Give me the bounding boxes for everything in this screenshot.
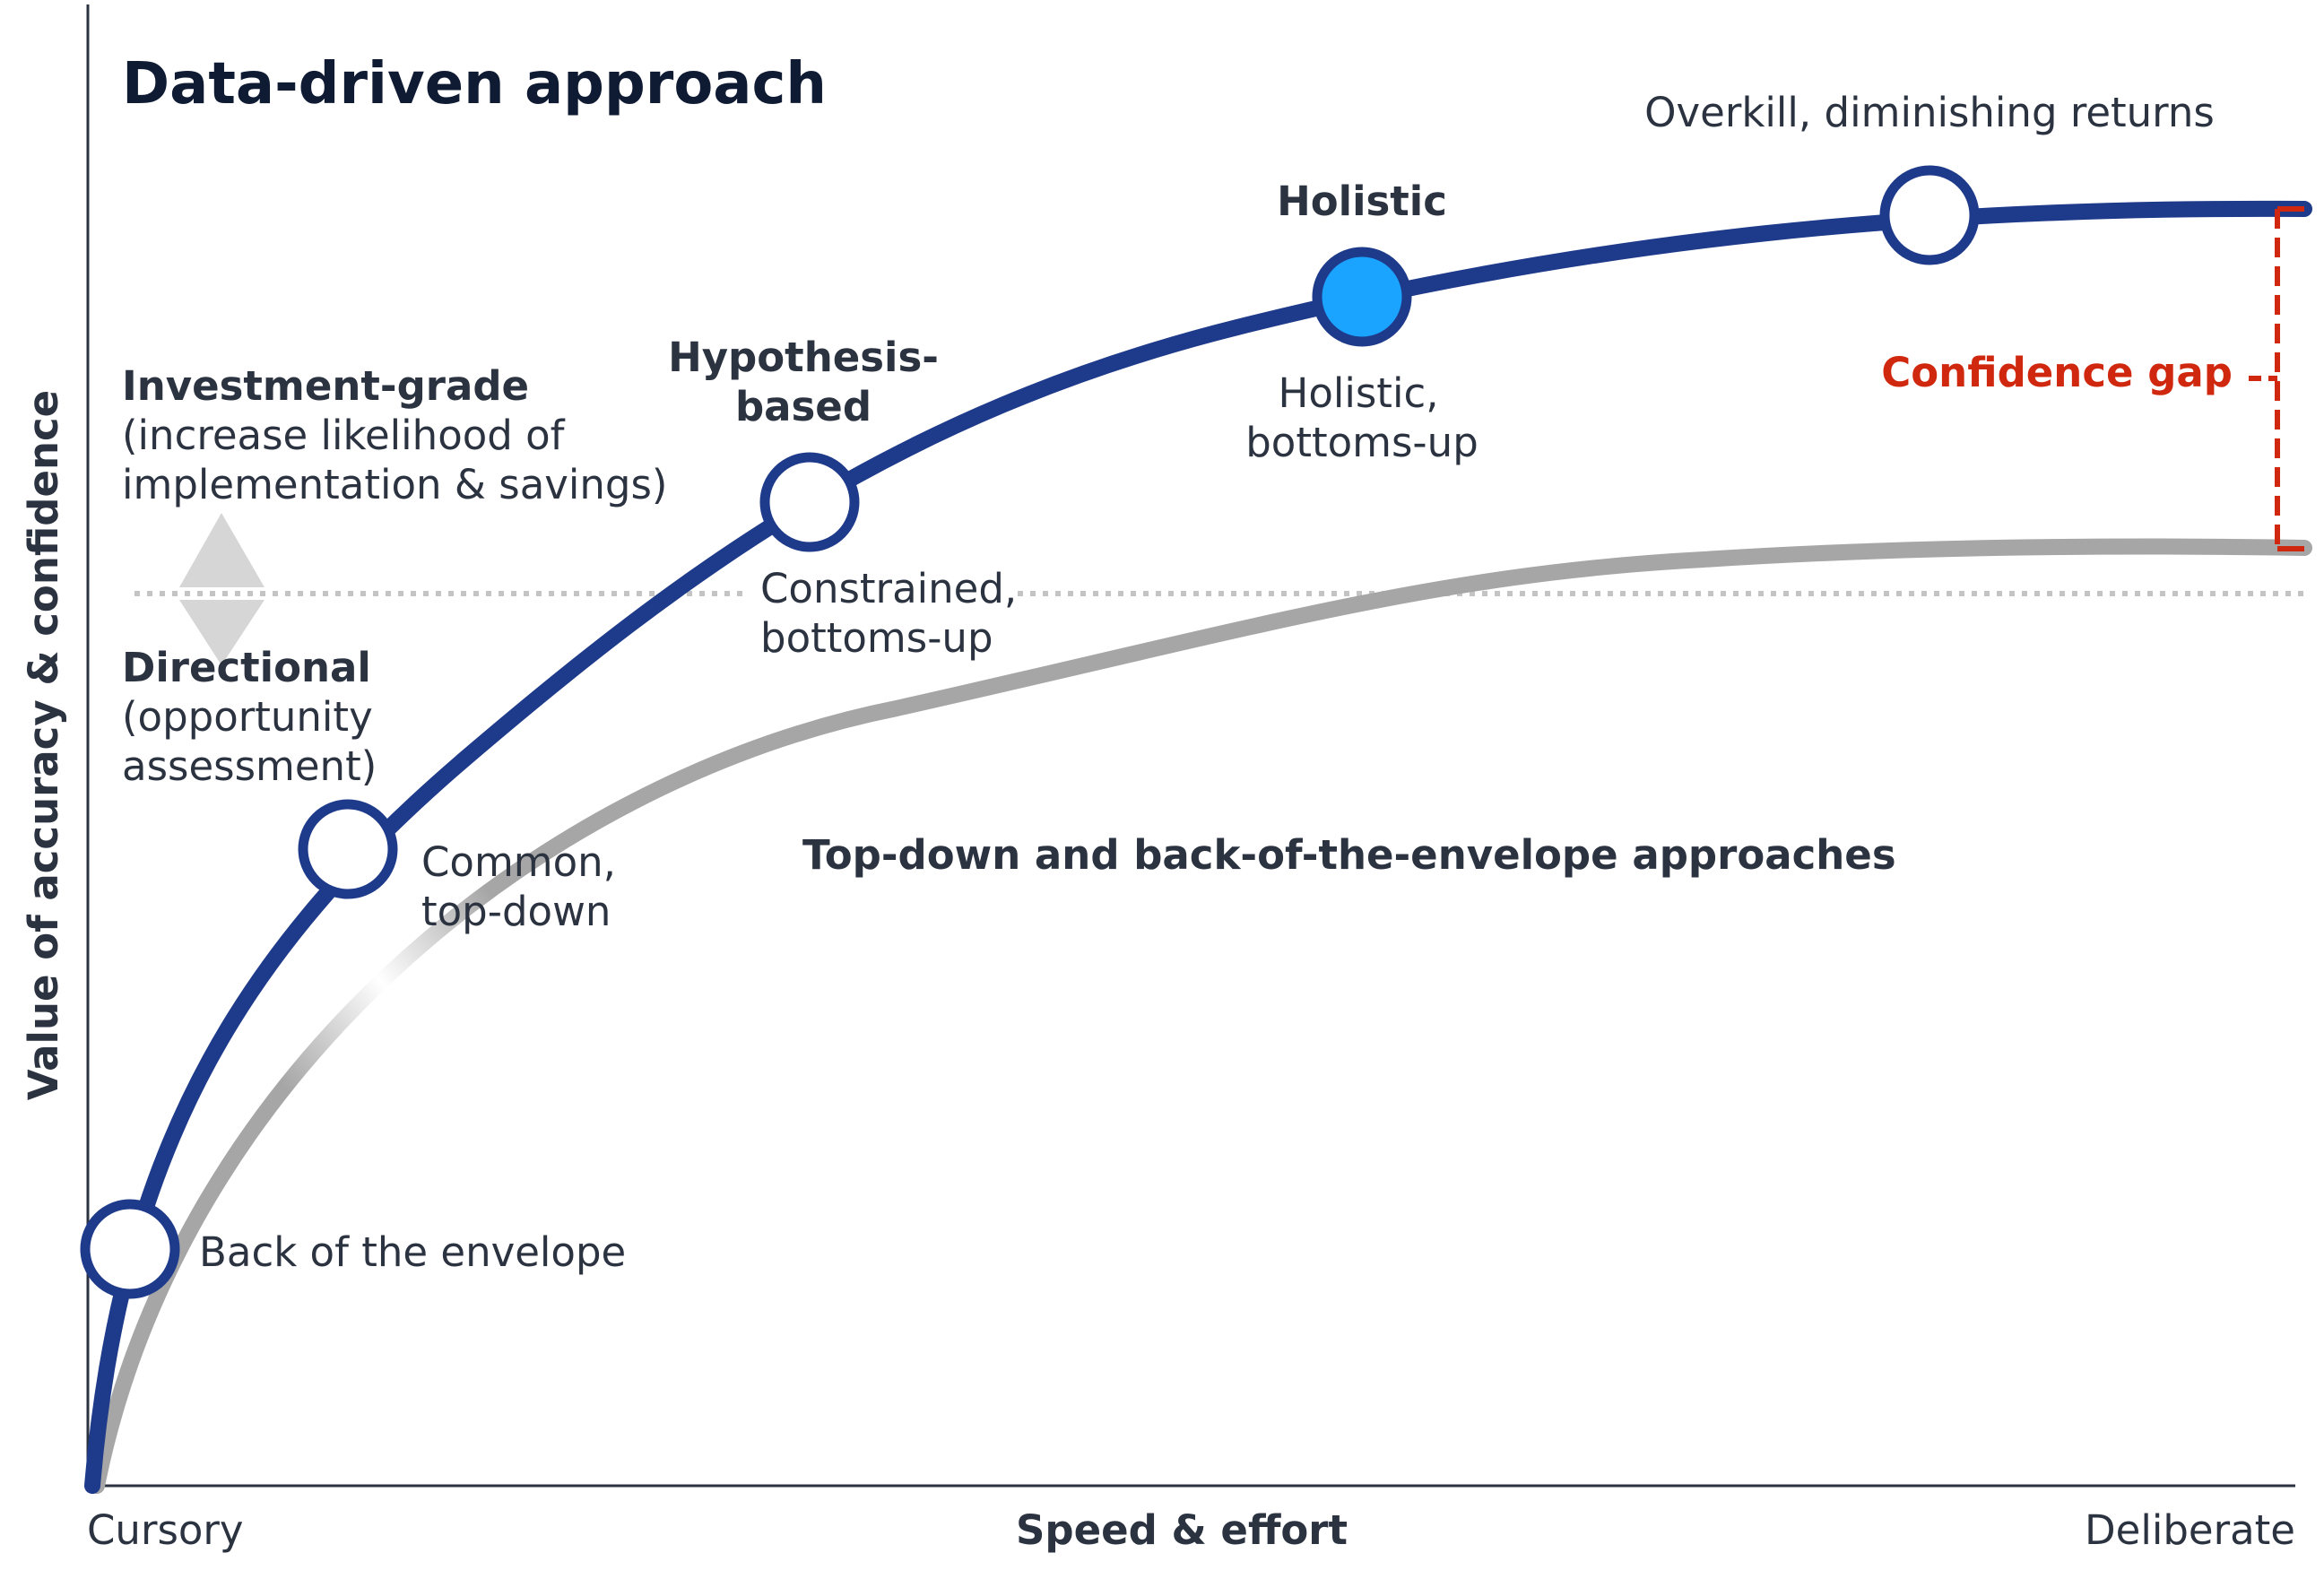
node-overkill: [1879, 165, 1980, 265]
node-back-of-envelope: [80, 1199, 180, 1299]
node-common-top-down: [298, 799, 398, 899]
confidence-gap-bracket: [2249, 206, 2304, 551]
label-hypothesis-1: Hypothesis-: [668, 334, 939, 381]
label-back-of-envelope: Back of the envelope: [199, 1228, 626, 1276]
threshold-up-arrow: [179, 513, 264, 587]
threshold-down-arrow: [179, 600, 264, 665]
y-axis-label: Value of accuracy & confidence: [20, 390, 67, 1100]
investment-grade-desc-1: (increase likelihood of: [122, 412, 566, 459]
gray-curve: [89, 538, 2312, 1494]
label-holistic-title: Holistic: [1277, 178, 1447, 225]
label-overkill: Overkill, diminishing returns: [1644, 89, 2215, 136]
confidence-gap-label: Confidence gap: [1881, 349, 2233, 396]
x-axis-left-label: Cursory: [87, 1506, 244, 1554]
investment-grade-title: Investment-grade: [122, 362, 529, 410]
investment-grade-desc-2: implementation & savings): [122, 461, 668, 508]
page-title: Data-driven approach: [122, 51, 827, 117]
label-holistic-1: Holistic,: [1278, 369, 1438, 417]
x-axis-label: Speed & effort: [1016, 1506, 1348, 1554]
label-constrained-1: Constrained,: [760, 565, 1017, 612]
label-hypothesis-2: based: [735, 383, 872, 430]
node-constrained-bottoms-up: [759, 452, 860, 552]
directional-desc-1: (opportunity: [122, 693, 373, 741]
node-holistic-bottoms-up: [1312, 247, 1412, 347]
label-common-1: Common,: [421, 838, 616, 886]
directional-title: Directional: [122, 644, 371, 691]
x-axis-right-label: Deliberate: [2085, 1506, 2295, 1554]
label-holistic-2: bottoms-up: [1245, 419, 1479, 466]
directional-desc-2: assessment): [122, 742, 377, 790]
label-constrained-2: bottoms-up: [760, 614, 993, 662]
label-common-2: top-down: [421, 888, 611, 935]
gray-curve-label: Top-down and back-of-the-envelope approa…: [802, 831, 1896, 879]
